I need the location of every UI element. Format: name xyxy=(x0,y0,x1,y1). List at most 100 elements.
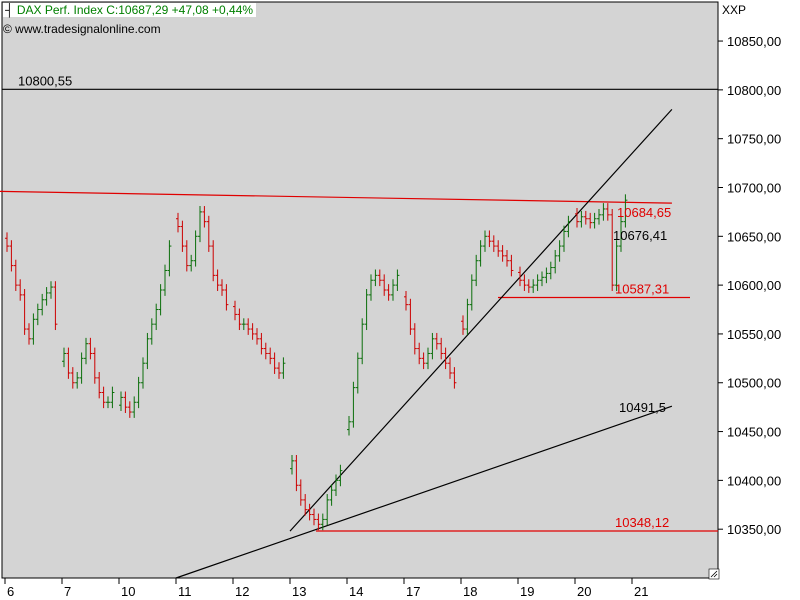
ohlc-bar xyxy=(377,269,382,287)
level-label: 10800,55 xyxy=(18,73,72,88)
ohlc-bar xyxy=(623,194,628,228)
ohlc-bar xyxy=(167,240,172,277)
y-axis: 10350,00 10400,00 10450,00 10500,00 10550,00… xyxy=(718,34,781,537)
level-label: 10348,12 xyxy=(615,515,669,530)
ohlc-bar xyxy=(206,215,211,252)
ohlc-bar xyxy=(62,347,66,368)
ohlc-bar xyxy=(250,323,255,340)
ohlc-bar xyxy=(84,337,88,365)
ohlc-bar xyxy=(176,212,180,233)
y-tick-label: 10750,00 xyxy=(727,132,781,147)
x-tick-label: 12 xyxy=(235,584,249,599)
ohlc-bar xyxy=(338,464,343,487)
ohlc-bar xyxy=(145,332,150,370)
x-tick-label: 18 xyxy=(463,584,477,599)
ohlc-bar xyxy=(522,274,527,291)
ohlc-bar xyxy=(469,274,474,311)
ohlc-bar xyxy=(434,332,439,350)
y-axis-title: XXP xyxy=(722,3,747,17)
ohlc-bar xyxy=(439,337,444,360)
ohlc-bar xyxy=(478,240,483,267)
levels-layer xyxy=(2,88,718,532)
ohlc-bar xyxy=(298,479,303,506)
trendline-label: 10491,5 xyxy=(619,400,666,415)
level-label: 10587,31 xyxy=(615,282,669,297)
ohlc-bar xyxy=(180,220,185,252)
ohlc-bar xyxy=(35,303,40,326)
ohlc-bar xyxy=(198,206,202,243)
quote-readout: C:10687,29 +47,08 +0,44% xyxy=(106,3,254,17)
ohlc-bar xyxy=(426,347,430,370)
x-tick-label: 20 xyxy=(577,584,591,599)
line-labels-layer: 10800,55 10587,31 10348,12 10684,65 10676,41… xyxy=(18,73,671,530)
ohlc-bar xyxy=(535,274,540,291)
ohlc-bar xyxy=(40,293,45,316)
ohlc-bar xyxy=(461,315,465,335)
ohlc-bar xyxy=(202,206,207,228)
ohlc-bar xyxy=(268,347,273,365)
ohlc-bar xyxy=(408,298,413,335)
ohlc-bar xyxy=(237,308,242,331)
ohlc-bar xyxy=(540,271,544,287)
ohlc-bar xyxy=(246,318,251,335)
ohlc-bar xyxy=(351,381,356,428)
instrument-name: DAX Perf. Index xyxy=(16,3,103,17)
y-tick-label: 10350,00 xyxy=(727,522,781,537)
x-tick-label: 11 xyxy=(178,584,192,599)
ohlc-bar xyxy=(500,245,505,262)
ohlc-bar xyxy=(619,215,623,252)
ohlc-bar xyxy=(106,396,110,409)
y-tick-label: 10700,00 xyxy=(727,180,781,195)
ohlc-bar xyxy=(566,215,571,238)
ohlc-bar xyxy=(496,240,501,257)
ohlc-bar xyxy=(163,264,167,296)
ohlc-bar xyxy=(531,279,536,293)
ohlc-bar xyxy=(193,230,198,267)
trendline xyxy=(0,190,672,204)
ohlc-bar xyxy=(290,454,294,475)
ohlc-bar xyxy=(360,318,365,365)
ohlc-bar xyxy=(448,357,452,379)
ohlc-bar xyxy=(491,235,496,252)
ohlc-bar xyxy=(66,347,71,379)
website-credit: © www.tradesignalonline.com xyxy=(3,22,161,36)
ohlc-bar xyxy=(303,494,308,516)
ohlc-bar xyxy=(277,362,281,379)
ohlc-bar xyxy=(347,415,351,436)
ohlc-bar xyxy=(544,267,549,284)
ohlc-bar xyxy=(583,210,588,225)
ohlc-bar xyxy=(272,352,277,374)
ohlc-bar xyxy=(597,208,601,225)
ohlc-bar xyxy=(412,323,417,355)
ohlc-bar xyxy=(509,254,514,277)
ohlc-bar xyxy=(141,357,145,389)
trendline-label: 10676,41 xyxy=(613,228,667,243)
y-tick-label: 10400,00 xyxy=(727,473,781,488)
ohlc-bar xyxy=(110,386,115,409)
ohlc-bar xyxy=(355,352,360,394)
ohlc-bar xyxy=(5,232,9,252)
ohlc-bar xyxy=(18,279,23,301)
ohlc-bar xyxy=(22,289,27,335)
ohlc-bar xyxy=(316,513,321,531)
chart-header: ┤ DAX Perf. Index C:10687,29 +47,08 +0,4… xyxy=(3,3,257,17)
ohlc-bar xyxy=(548,261,553,280)
ohlc-bar xyxy=(101,386,106,409)
cursor-icon: ┤ xyxy=(5,3,14,17)
ohlc-bar xyxy=(215,269,220,291)
ohlc-bar xyxy=(224,284,229,311)
ohlc-bar xyxy=(562,225,566,252)
resize-grip-icon[interactable] xyxy=(708,568,720,580)
ohlc-bar xyxy=(579,210,584,228)
ohlc-bar xyxy=(614,240,619,291)
ohlc-bar xyxy=(49,281,53,299)
ohlc-bar xyxy=(417,342,422,365)
y-tick-label: 10650,00 xyxy=(727,229,781,244)
ohlc-bar xyxy=(312,508,316,526)
x-tick-label: 17 xyxy=(406,584,420,599)
ohlc-bar xyxy=(255,328,259,345)
ohlc-bar xyxy=(44,287,49,306)
ohlc-bar xyxy=(588,212,593,229)
ohlc-bar xyxy=(320,513,325,531)
